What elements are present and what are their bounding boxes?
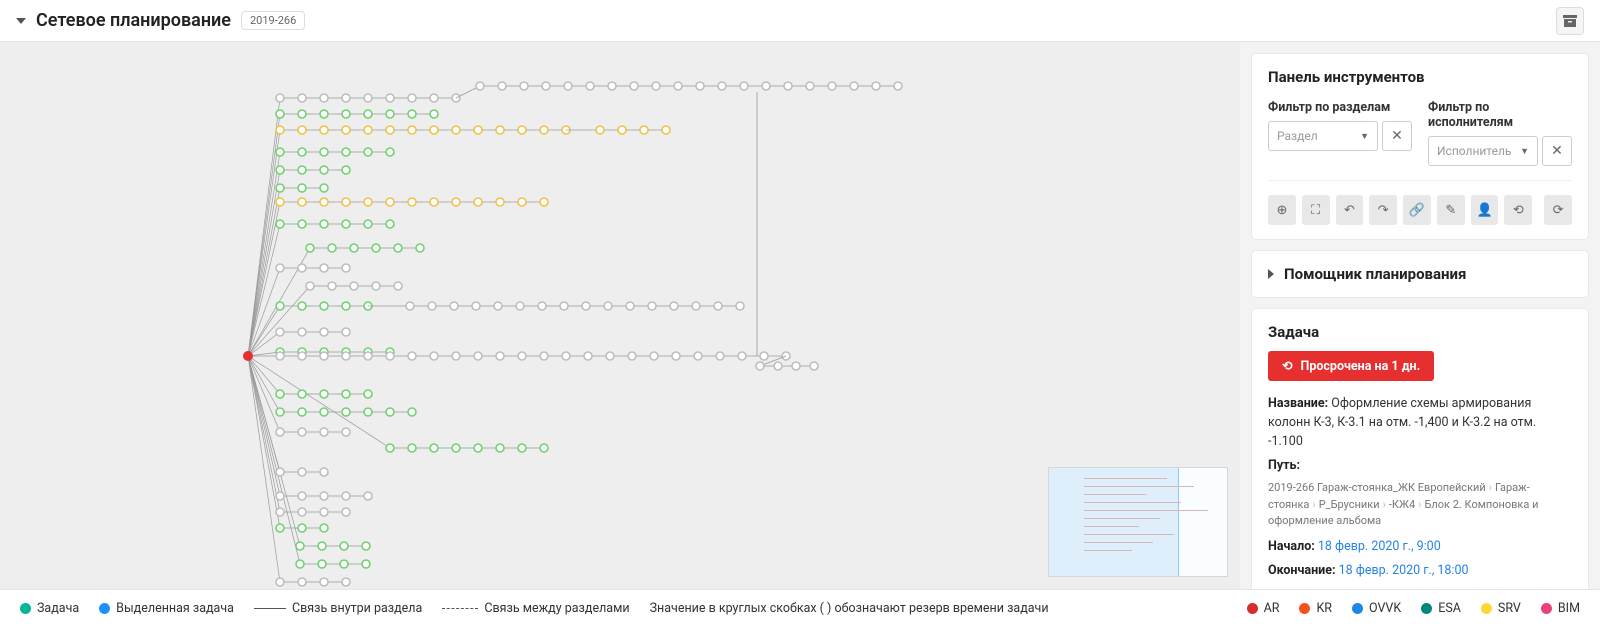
clear-section-button[interactable]: ✕ (1382, 121, 1412, 151)
archive-icon (1563, 15, 1577, 27)
collapse-icon[interactable] (16, 18, 26, 24)
history-button[interactable]: ⟲ (1504, 195, 1532, 225)
section-placeholder: Раздел (1277, 129, 1318, 143)
start-value[interactable]: 18 февр. 2020 г., 9:00 (1318, 539, 1441, 554)
category-kr: KR (1299, 601, 1332, 616)
minimap[interactable] (1048, 467, 1228, 577)
overdue-label: Просрочена на 1 дн. (1300, 359, 1420, 374)
breadcrumb-item[interactable]: 2019-266 Гараж-стоянка_ЖК Европейский (1268, 481, 1486, 494)
fullscreen-button[interactable]: ⛶ (1302, 195, 1330, 225)
legend-task: Задача (20, 601, 79, 616)
start-label[interactable]: Начало: (1268, 539, 1315, 554)
end-value[interactable]: 18 февр. 2020 г., 18:00 (1339, 563, 1469, 578)
edit-button[interactable]: ✎ (1437, 195, 1465, 225)
link-button[interactable]: 🔗 (1403, 195, 1431, 225)
fit-button[interactable]: ⊕ (1268, 195, 1296, 225)
toolbar: ⊕ ⛶ ↶ ↷ 🔗 ✎ 👤 ⟲ ⟳ (1268, 180, 1572, 225)
end-label[interactable]: Окончание: (1268, 563, 1336, 578)
task-panel: Задача ⟲ Просрочена на 1 дн. Название: О… (1252, 309, 1588, 589)
filter-assignees-label: Фильтр по исполнителям (1428, 100, 1572, 130)
breadcrumb: 2019-266 Гараж-стоянка_ЖК Европейский›Га… (1268, 480, 1572, 530)
app-header: Сетевое планирование 2019-266 (0, 0, 1600, 42)
assistant-title: Помощник планирования (1284, 265, 1466, 283)
task-panel-title: Задача (1268, 323, 1572, 341)
project-badge[interactable]: 2019-266 (241, 11, 305, 30)
breadcrumb-item[interactable]: Р_Брусники (1319, 498, 1380, 511)
filter-sections-label: Фильтр по разделам (1268, 100, 1412, 115)
assignee-placeholder: Исполнитель (1437, 144, 1511, 158)
tools-panel: Панель инструментов Фильтр по разделам Р… (1252, 54, 1588, 239)
minimap-content (1084, 478, 1222, 571)
overdue-badge: ⟲ Просрочена на 1 дн. (1268, 351, 1434, 381)
footer: Задача Выделенная задача Связь внутри ра… (0, 589, 1600, 627)
sidebar: Панель инструментов Фильтр по разделам Р… (1240, 42, 1600, 589)
section-select[interactable]: Раздел ▼ (1268, 121, 1378, 151)
name-label: Название: (1268, 396, 1328, 411)
undo-button[interactable]: ↶ (1336, 195, 1364, 225)
legend-outer: Связь между разделами (442, 601, 629, 616)
assistant-panel[interactable]: Помощник планирования (1252, 251, 1588, 297)
user-button[interactable]: 👤 (1471, 195, 1499, 225)
legend-reserve: Значение в круглых скобках ( ) обозначаю… (650, 601, 1049, 616)
tools-panel-title: Панель инструментов (1268, 68, 1572, 86)
legend-inner: Связь внутри раздела (254, 601, 422, 616)
redo-button[interactable]: ↷ (1369, 195, 1397, 225)
expand-icon (1268, 269, 1274, 279)
legend-selected: Выделенная задача (99, 601, 234, 616)
breadcrumb-item[interactable]: -КЖ4 (1389, 498, 1415, 511)
category-ar: AR (1247, 601, 1280, 616)
category-ovvk: OVVK (1352, 601, 1401, 616)
network-canvas[interactable] (0, 42, 1240, 589)
category-esa: ESA (1421, 601, 1461, 616)
clock-icon: ⟲ (1282, 358, 1292, 374)
category-srv: SRV (1481, 601, 1521, 616)
clear-assignee-button[interactable]: ✕ (1542, 136, 1572, 166)
assignee-select[interactable]: Исполнитель ▼ (1428, 136, 1538, 166)
page-title: Сетевое планирование (36, 10, 231, 31)
archive-button[interactable] (1556, 7, 1584, 35)
category-bim: BIM (1541, 601, 1580, 616)
refresh-button[interactable]: ⟳ (1544, 195, 1572, 225)
path-label: Путь: (1268, 458, 1300, 473)
